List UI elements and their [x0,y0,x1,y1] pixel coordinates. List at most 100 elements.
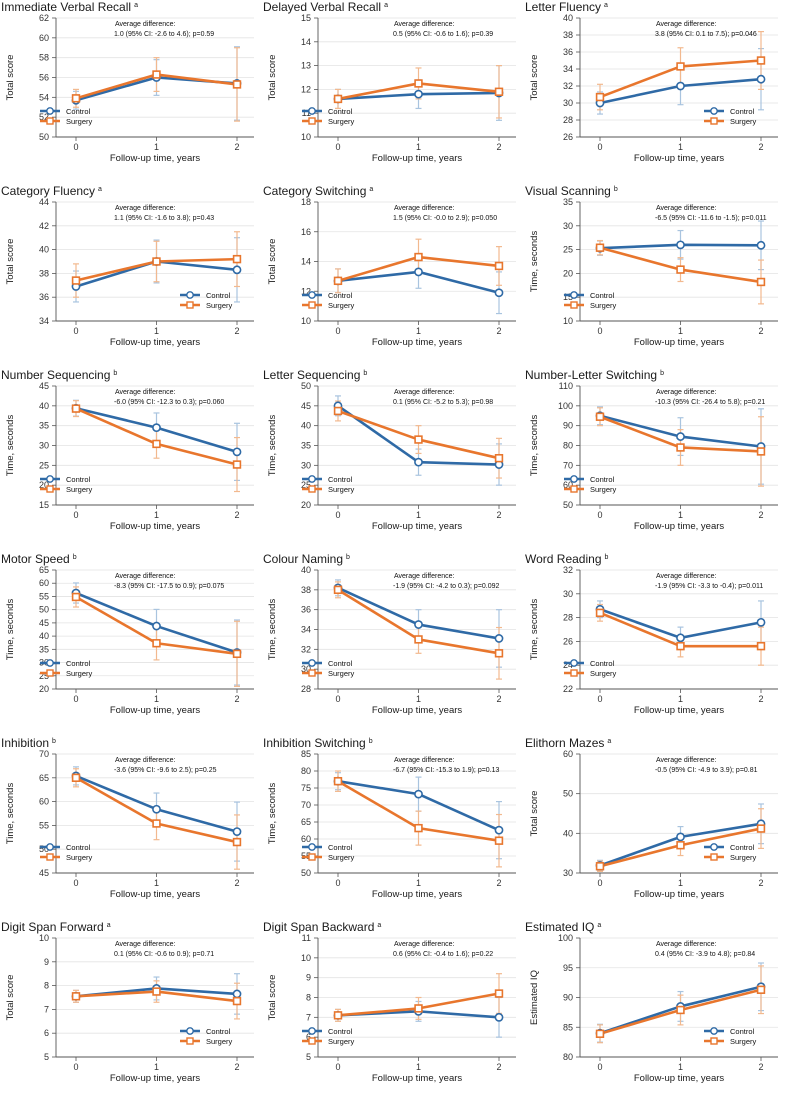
y-tick-label: 22 [563,684,573,694]
chart-svg: Inhibition Switchingb5055606570758085012… [263,736,516,900]
surgery-data-point [414,823,423,833]
chart-svg: Letter Sequencing b 20 25 30 35 40 45 50 0 1 2 Follo… [263,368,516,532]
chart-svg: Number-Letter Switching b 50 60 70 80 90 100 110… [525,368,778,532]
control-data-point [494,825,504,835]
legend-surgery-label: Surgery [730,117,757,126]
y-tick-label: 70 [563,460,573,470]
chart-title-text: Visual Scanning [525,184,611,198]
surgery-data-point [494,649,504,658]
y-axis-title: Time, seconds [529,599,540,661]
x-tick-label: 1 [154,694,159,704]
x-axis-title: Follow-up time, years [372,153,463,164]
x-tick-label: 0 [335,510,340,520]
y-tick-label: 12 [301,84,311,94]
control-data-point [494,1012,504,1022]
x-tick-label: 1 [678,878,683,888]
chart-title: Word Reading b [525,552,609,566]
chart-title-text: Letter Sequencing [263,368,360,382]
x-axis-title: Follow-up time, years [372,1073,463,1084]
x-tick-label: 2 [758,694,763,704]
legend-surgery-marker [46,117,54,125]
x-tick-label: 2 [234,326,239,336]
control-data-point [756,240,766,250]
surgery-data-point [71,276,81,285]
y-tick-label: 20 [39,480,49,490]
surgery-data-point [232,649,242,659]
y-tick-label: 60 [563,749,573,759]
y-tick-label: 25 [563,245,573,255]
chart-panel: Letter Fluency a 26 28 30 32 34 36 38 40 0 1 2 Follow… [524,0,786,184]
legend-surgery-marker [308,669,316,677]
legend-control-label: Control [328,475,353,484]
legend-control-label: Control [66,659,91,668]
surgery-data-point [232,80,242,89]
surgery-data-point [756,824,766,833]
legend-surgery-label: Surgery [590,301,617,310]
chart-panel: Number-Letter Switching b 50 60 70 80 90 100 110… [524,368,786,552]
y-tick-label: 10 [301,953,311,963]
y-tick-label: 45 [39,381,49,391]
average-difference-value: 0.1 (95% CI: -0.6 to 0.9); p=0.71 [114,951,214,958]
surgery-data-point [152,639,161,648]
chart-title-superscript: b [660,370,664,377]
y-tick-label: 80 [301,766,311,776]
y-tick-label: 40 [39,401,49,411]
average-difference-value: -0.5 (95% CI: -4.9 to 3.9); p=0.81 [655,767,758,774]
surgery-data-point [414,435,423,444]
legend-control-marker [570,659,578,667]
y-tick-label: 45 [301,401,311,411]
y-tick-label: 40 [39,631,49,641]
chart-title-text: Number Sequencing [1,368,110,382]
x-tick-label: 0 [597,142,602,152]
y-tick-label: 34 [301,625,311,635]
legend-control-marker [308,475,316,483]
chart-title: Letter Fluency a [525,0,608,14]
average-difference-label: Average difference: [656,757,717,764]
y-tick-label: 50 [39,844,49,854]
y-axis-title: Total score [529,791,540,837]
chart-title-text: Digit Span Backward [263,920,374,934]
y-tick-label: 24 [563,660,573,670]
average-difference-label: Average difference: [115,757,176,764]
chart-title-superscript: b [605,554,609,561]
y-tick-label: 28 [563,115,573,125]
chart-title-text: Colour Naming [263,552,343,566]
surgery-data-point [232,996,242,1006]
legend-surgery-label: Surgery [328,485,355,494]
x-tick-label: 0 [73,878,78,888]
x-tick-label: 2 [496,510,501,520]
legend-surgery-label: Surgery [66,117,93,126]
y-tick-label: 58 [39,53,49,63]
chart-panel: Inhibition Switchingb5055606570758085012… [262,736,524,920]
y-tick-label: 35 [39,421,49,431]
surgery-data-point [414,79,423,88]
x-axis-title: Follow-up time, years [110,337,201,348]
y-tick-label: 36 [39,292,49,302]
x-tick-label: 0 [335,878,340,888]
legend-surgery-label: Surgery [328,301,355,310]
chart-title-superscript: a [107,922,111,929]
surgery-data-point [333,276,343,286]
chart-title: Digit Span Forward a [1,920,111,934]
chart-title-superscript: a [369,186,373,193]
y-tick-label: 40 [563,828,573,838]
y-tick-label: 54 [39,92,49,102]
chart-svg: Inhibition b 45 50 55 60 65 70 0 1 2 Follow-up time… [1,736,254,900]
x-tick-label: 2 [758,142,763,152]
x-axis-title: Follow-up time, years [110,521,201,532]
average-difference-label: Average difference: [656,941,717,948]
chart-svg: Visual Scanning b 10 15 20 25 30 35 0 1 2 Follow-up… [525,184,778,348]
y-tick-label: 8 [306,993,311,1003]
y-tick-label: 80 [563,1052,573,1062]
average-difference-value: -3.6 (95% CI: -9.6 to 2.5); p=0.25 [114,767,217,774]
average-difference-value: -6.0 (95% CI: -12.3 to 0.3); p=0.060 [114,399,224,406]
x-tick-label: 0 [335,326,340,336]
y-tick-label: 30 [563,868,573,878]
y-tick-label: 38 [301,585,311,595]
x-tick-label: 1 [678,326,683,336]
average-difference-value: 0.4 (95% CI: -3.9 to 4.8); p=0.84 [655,951,755,958]
y-tick-label: 70 [301,800,311,810]
surgery-data-point [494,87,504,96]
average-difference-value: 1.1 (95% CI: -1.6 to 3.8); p=0.43 [114,215,214,222]
average-difference-label: Average difference: [394,941,455,948]
